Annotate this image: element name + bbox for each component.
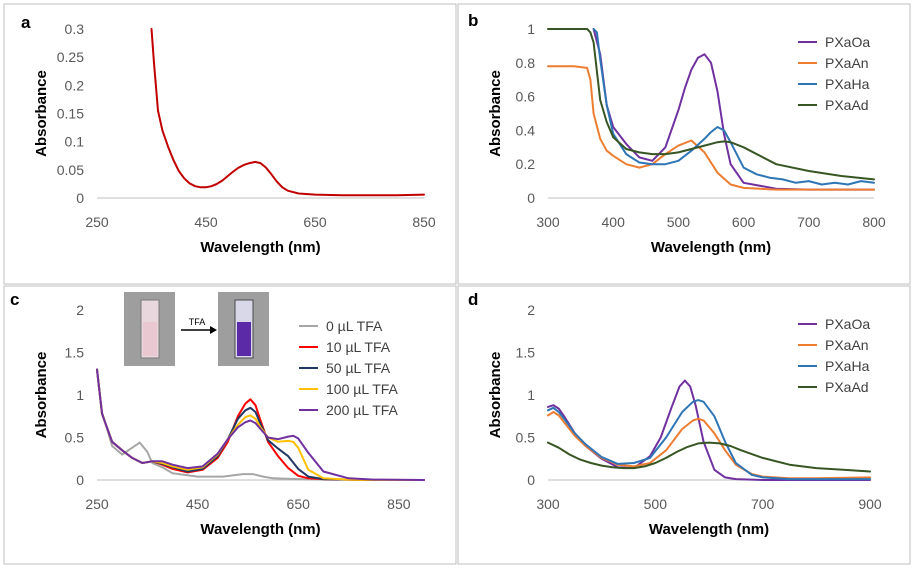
- x-tick-label: 850: [412, 214, 436, 230]
- y-tick-label: 0.2: [516, 156, 536, 172]
- y-tick-label: 2: [76, 302, 84, 318]
- panel-letter: c: [10, 290, 19, 309]
- legend-label: PXaHa: [825, 76, 870, 92]
- x-tick-label: 650: [287, 496, 311, 512]
- legend-label: 200 µL TFA: [326, 402, 399, 418]
- legend-label: PXaAn: [825, 55, 869, 71]
- legend-label: 100 µL TFA: [326, 381, 399, 397]
- y-tick-label: 1.5: [516, 345, 536, 361]
- y-tick-label: 0: [527, 472, 535, 488]
- x-tick-label: 300: [536, 214, 560, 230]
- series-line-absorbance: [150, 28, 425, 197]
- x-axis-title: Wavelength (nm): [200, 239, 320, 256]
- y-tick-label: 0.8: [516, 55, 536, 71]
- legend-label: PXaAn: [825, 337, 869, 353]
- panel-letter: a: [21, 13, 31, 32]
- x-tick-label: 500: [667, 214, 691, 230]
- cuvette-before-liquid: [143, 322, 157, 356]
- panel-frame: [3, 3, 457, 285]
- legend-label: PXaAd: [825, 97, 869, 113]
- y-tick-label: 0.2: [65, 77, 85, 93]
- legend: PXaOa PXaAn PXaHa PXaAd: [798, 316, 870, 395]
- x-tick-label: 250: [85, 214, 109, 230]
- x-tick-label: 300: [536, 496, 560, 512]
- x-tick-label: 600: [732, 214, 756, 230]
- x-tick-label: 450: [194, 214, 218, 230]
- legend: 0 µL TFA 10 µL TFA 50 µL TFA 100 µL TFA 200 …: [299, 318, 399, 418]
- x-axis-title: Wavelength (nm): [651, 239, 771, 256]
- y-tick-label: 0.5: [516, 430, 536, 446]
- x-axis-title: Wavelength (nm): [649, 521, 769, 538]
- legend: PXaOa PXaAn PXaHa PXaAd: [798, 34, 870, 113]
- legend-label: PXaHa: [825, 358, 870, 374]
- legend-label: 10 µL TFA: [326, 339, 391, 355]
- series-line-pxaha: [547, 399, 871, 481]
- series-line-pxaad: [547, 28, 875, 181]
- y-tick-label: 0: [76, 472, 84, 488]
- panel-letter: b: [468, 11, 478, 30]
- y-tick-label: 0.25: [57, 49, 84, 65]
- x-tick-label: 500: [644, 496, 668, 512]
- inset-cuvettes: TFA: [124, 292, 269, 366]
- y-tick-label: 0.6: [516, 89, 536, 105]
- y-tick-label: 1: [76, 387, 84, 403]
- y-tick-label: 0.1: [65, 134, 85, 150]
- y-tick-label: 0.05: [57, 162, 84, 178]
- series-line-200-l-tfa: [96, 368, 425, 481]
- legend-label: PXaAd: [825, 379, 869, 395]
- x-tick-label: 250: [85, 496, 109, 512]
- y-tick-label: 0.5: [65, 430, 85, 446]
- x-tick-label: 800: [862, 214, 886, 230]
- cuvette-after-liquid: [237, 322, 251, 356]
- series-line-pxaoa: [592, 28, 875, 191]
- y-axis-title: Absorbance: [33, 70, 50, 157]
- series-line-pxaad: [547, 441, 871, 473]
- y-axis-title: Absorbance: [487, 70, 504, 157]
- y-tick-label: 2: [527, 302, 535, 318]
- x-tick-label: 900: [858, 496, 882, 512]
- y-tick-label: 0: [76, 190, 84, 206]
- x-tick-label: 400: [602, 214, 626, 230]
- y-tick-label: 0: [527, 190, 535, 206]
- legend-label: 50 µL TFA: [326, 360, 391, 376]
- x-tick-label: 450: [186, 496, 210, 512]
- arrow-label: TFA: [189, 317, 206, 327]
- y-tick-label: 1: [527, 387, 535, 403]
- panel-a: a 0 0.05 0.1 0.15 0.2 0.25 0.3 250 450 650 850 Wavel…: [3, 3, 457, 285]
- x-tick-label: 700: [751, 496, 775, 512]
- arrow-head: [210, 326, 217, 334]
- panel-d: d 0 0.5 1 1.5 2 300 500 700 900 Wavelength (nm) Abs…: [457, 285, 911, 565]
- x-tick-label: 700: [797, 214, 821, 230]
- panel-b: b 0 0.2 0.4 0.6 0.8 1 300 400 500 600 700 800 Wavelen…: [457, 3, 911, 285]
- x-tick-label: 850: [387, 496, 411, 512]
- x-axis-title: Wavelength (nm): [200, 521, 320, 538]
- y-axis-title: Absorbance: [33, 352, 50, 439]
- y-tick-label: 0.3: [65, 21, 85, 37]
- legend-label: 0 µL TFA: [326, 318, 383, 334]
- legend-label: PXaOa: [825, 316, 870, 332]
- panel-c: c 0 0.5 1 1.5 2 250 450 650 850 Wavelength (nm) Abs…: [3, 285, 457, 565]
- x-tick-label: 650: [303, 214, 327, 230]
- legend-label: PXaOa: [825, 34, 870, 50]
- y-tick-label: 1: [527, 21, 535, 37]
- y-tick-label: 1.5: [65, 345, 85, 361]
- panel-frame: [457, 285, 911, 565]
- series-line-0-l-tfa: [96, 368, 425, 481]
- y-tick-label: 0.4: [516, 122, 536, 138]
- y-axis-title: Absorbance: [487, 352, 504, 439]
- y-tick-label: 0.15: [57, 106, 84, 122]
- panel-letter: d: [468, 290, 478, 309]
